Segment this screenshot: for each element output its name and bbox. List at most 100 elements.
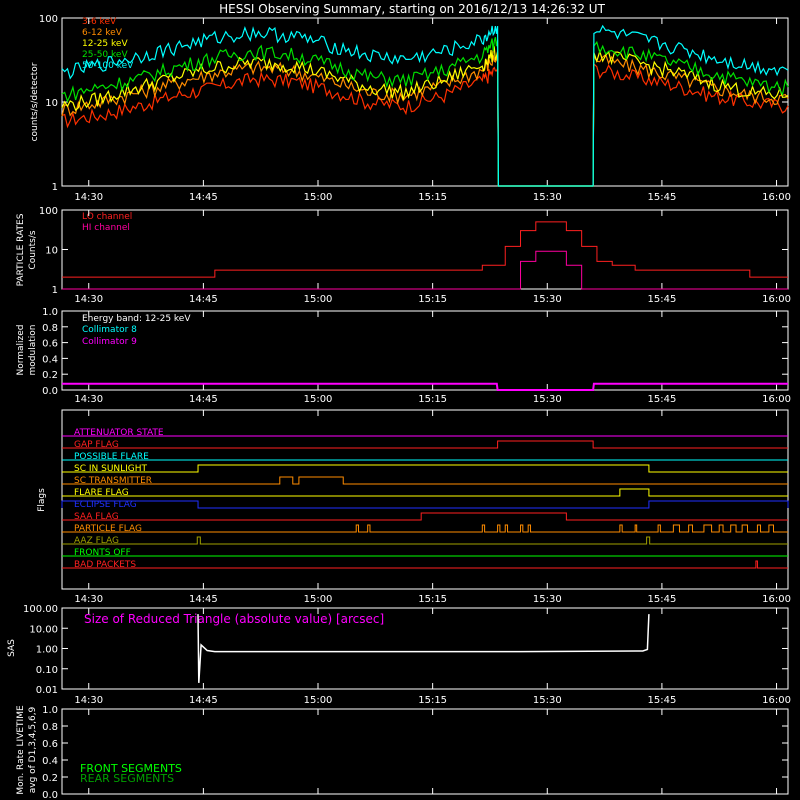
particles-xtick-label: 16:00: [762, 294, 791, 305]
flag-line: [62, 440, 788, 449]
modulation-xtick-label: 15:15: [418, 394, 447, 405]
flag-line: [62, 464, 788, 473]
flags-xtick-label: 15:30: [533, 594, 562, 605]
livetime-ytick-label: 0.0: [42, 790, 58, 800]
livetime-ytick-label: 0.6: [42, 739, 58, 750]
livetime-panel-frame: [61, 708, 789, 795]
flags-xtick-label: 15:00: [304, 594, 333, 605]
modulation-series-line: [62, 382, 788, 391]
counts-xtick-label: 15:45: [647, 192, 676, 203]
counts-ytick-label: 10: [45, 98, 58, 109]
sas-xtick-label: 14:45: [189, 695, 218, 706]
legend-25-50-kev: 25-50 keV: [82, 50, 128, 60]
sas-ytick-label: 0.10: [36, 665, 58, 676]
counts-series-line: [61, 37, 789, 187]
flag-label: SAA FLAG: [74, 512, 119, 522]
modulation-xtick-label: 15:00: [304, 394, 333, 405]
legend-energy-band: Energy band: 12-25 keV: [82, 314, 191, 324]
flag-lines: ATTENUATOR STATE GAP FLAG POSSIBLE FLARE SC…: [61, 428, 789, 570]
modulation-ylabel-line2: modulation: [28, 325, 38, 376]
flags-ylabel: Flags: [37, 488, 47, 512]
counts-xtick-label: 15:30: [533, 192, 562, 203]
flags-xtick-label: 15:15: [418, 594, 447, 605]
particles-series-line: [62, 250, 788, 290]
modulation-ylabel-line1: Normalized: [16, 324, 26, 375]
legend-front-segments: FRONT SEGMENTS: [80, 762, 182, 775]
livetime-ylabel-line1: Mon. Rate LIVETIME: [16, 705, 26, 795]
counts-ylabel: counts/s/detector: [30, 62, 40, 141]
sas-xtick-label: 15:00: [304, 695, 333, 706]
flag-line: [62, 536, 788, 545]
flag-label: ATTENUATOR STATE: [74, 428, 164, 438]
modulation-xtick-label: 14:30: [74, 394, 103, 405]
modulation-ytick-label: 0.2: [42, 370, 58, 381]
modulation-xtick-label: 14:45: [189, 394, 218, 405]
particles-xtick-label: 14:30: [74, 294, 103, 305]
modulation-ytick-label: 0.4: [42, 354, 58, 365]
livetime-ytick-label: 0.4: [42, 756, 58, 767]
legend-6-12-kev: 6-12 keV: [82, 28, 123, 38]
sas-ytick-label: 0.01: [36, 685, 58, 696]
particles-xtick-label: 14:45: [189, 294, 218, 305]
counts-xtick-label: 15:15: [418, 192, 447, 203]
counts-legend: 3-6 keV 6-12 keV 12-25 keV 25-50 keV 50-…: [82, 17, 134, 71]
particles-ylabel-line2: Counts/s: [28, 230, 38, 269]
sas-xtick-label: 14:30: [74, 695, 103, 706]
sas-xtick-label: 15:45: [647, 695, 676, 706]
flag-line: [62, 476, 788, 485]
modulation-legend: Energy band: 12-25 keV Collimator 8 Coll…: [82, 314, 191, 347]
particles-xtick-label: 15:45: [647, 294, 676, 305]
modulation-ytick-label: 0.6: [42, 339, 58, 350]
flag-label: FRONTS OFF: [74, 548, 131, 558]
particles-ytick-label: 1: [52, 285, 58, 296]
livetime-ytick-label: 1.0: [42, 705, 58, 716]
sas-ytick-label: 100.00: [23, 604, 58, 615]
particles-ytick-label: 100: [39, 206, 58, 217]
flag-line: [62, 488, 788, 497]
legend-3-6-kev: 3-6 keV: [82, 17, 117, 27]
modulation-panel-frame: [61, 310, 789, 391]
flag-label: ECLIPSE FLAG: [74, 500, 137, 510]
modulation-xtick-label: 16:00: [762, 394, 791, 405]
flag-line: [61, 500, 789, 509]
particles-xtick-label: 15:30: [533, 294, 562, 305]
legend-collimator-8: Collimator 8: [82, 325, 137, 335]
flag-label: FLARE FLAG: [74, 488, 129, 498]
axis-ticks: 14:30 14:45 15:00 15:15 15:30 15:45 16:0010010…: [23, 14, 791, 800]
flag-label: AAZ FLAG: [74, 536, 119, 546]
counts-xtick-label: 16:00: [762, 192, 791, 203]
flag-line: [62, 524, 788, 533]
flag-line: [62, 560, 788, 569]
sas-series-line: [197, 614, 650, 683]
counts-xtick-label: 14:45: [189, 192, 218, 203]
flags-xtick-label: 14:45: [189, 594, 218, 605]
counts-series-line: [61, 24, 789, 187]
flag-label: SC IN SUNLIGHT: [74, 464, 148, 474]
particles-ytick-label: 10: [45, 246, 58, 257]
flag-label: PARTICLE FLAG: [74, 524, 142, 534]
sas-series-label: Size of Reduced Triangle (absolute value…: [84, 612, 384, 626]
sas-ylabel: SAS: [7, 639, 17, 657]
modulation-xtick-label: 15:45: [647, 394, 676, 405]
legend-rear-segments: REAR SEGMENTS: [80, 772, 174, 785]
modulation-ytick-label: 0.8: [42, 323, 58, 334]
data-series: [61, 24, 789, 683]
particles-series-line: [62, 221, 788, 278]
chart-title: HESSI Observing Summary, starting on 201…: [219, 2, 605, 16]
particles-xtick-label: 15:15: [418, 294, 447, 305]
sas-ytick-label: 10.00: [29, 624, 58, 635]
flag-label: BAD PACKETS: [74, 560, 136, 570]
flags-xtick-label: 15:45: [647, 594, 676, 605]
livetime-ylabel-line2: avg of D1,3,4,5,6,9: [28, 706, 38, 793]
counts-series-line: [61, 62, 789, 187]
counts-ytick-label: 1: [52, 182, 58, 193]
livetime-ytick-label: 0.8: [42, 722, 58, 733]
particles-legend: LO channel HI channel: [82, 212, 132, 233]
modulation-ytick-label: 0.0: [42, 386, 58, 397]
flag-line: [62, 512, 788, 521]
livetime-ytick-label: 0.2: [42, 773, 58, 784]
legend-collimator-9: Collimator 9: [82, 337, 137, 347]
counts-xtick-label: 14:30: [74, 192, 103, 203]
